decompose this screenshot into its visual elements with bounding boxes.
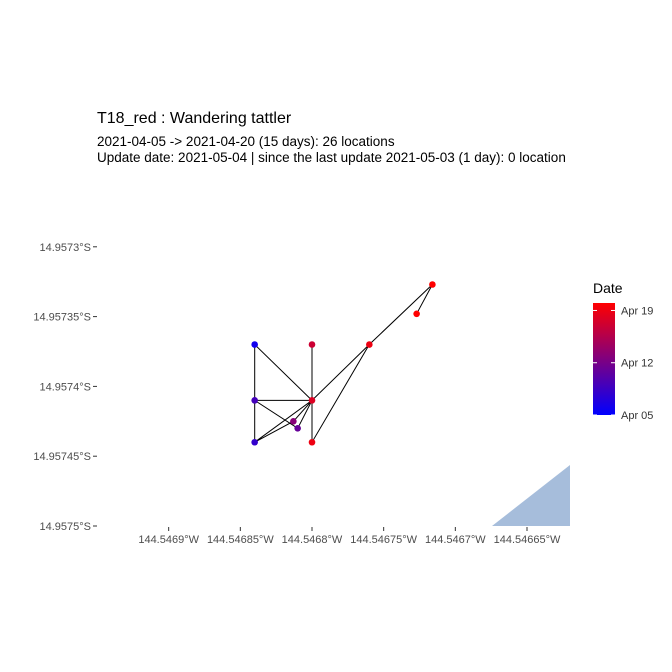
land-polygon <box>492 465 570 526</box>
x-tick-label: 144.5469°W <box>138 534 199 546</box>
chart-title: T18_red : Wandering tattler <box>97 110 292 127</box>
track-point <box>366 341 373 348</box>
chart-subtitle-line2: Update date: 2021-05-04 | since the last… <box>97 150 566 165</box>
track-point <box>308 438 316 446</box>
x-tick-label: 144.54675°W <box>350 534 417 546</box>
legend-label: Apr 19 <box>621 305 653 317</box>
track-point <box>251 397 258 404</box>
track-point <box>251 438 258 446</box>
track-point <box>308 341 316 348</box>
chart-subtitle-line1: 2021-04-05 -> 2021-04-20 (15 days): 26 l… <box>97 134 395 149</box>
plot-panel <box>251 281 570 526</box>
track-point <box>413 310 420 318</box>
date-legend: Date Apr 05 Apr 12 Apr 19 <box>593 280 653 422</box>
legend-label: Apr 12 <box>621 358 653 370</box>
track-point <box>429 281 436 288</box>
legend-color-bar <box>593 303 615 415</box>
y-tick-label: 14.95735°S <box>33 312 91 324</box>
track-point <box>294 424 301 432</box>
x-tick-label: 144.5467°W <box>425 534 486 546</box>
y-tick-label: 14.95745°S <box>33 451 91 463</box>
x-tick-label: 144.5468°W <box>282 534 343 546</box>
track-point <box>251 341 258 348</box>
x-tick-label: 144.54685°W <box>207 534 274 546</box>
x-tick-label: 144.54665°W <box>494 534 561 546</box>
y-tick-label: 14.9575°S <box>40 521 92 533</box>
y-axis: 14.9573°S 14.95735°S 14.9574°S 14.95745°S 14… <box>33 242 97 533</box>
y-tick-label: 14.9574°S <box>40 381 92 393</box>
legend-title: Date <box>593 280 623 296</box>
track-point <box>290 418 297 425</box>
legend-label: Apr 05 <box>621 410 653 422</box>
x-axis: 144.5469°W 144.54685°W 144.5468°W 144.54675… <box>138 527 561 546</box>
track-point <box>308 397 316 404</box>
track-line <box>254 284 433 445</box>
y-tick-label: 14.9573°S <box>40 242 92 254</box>
